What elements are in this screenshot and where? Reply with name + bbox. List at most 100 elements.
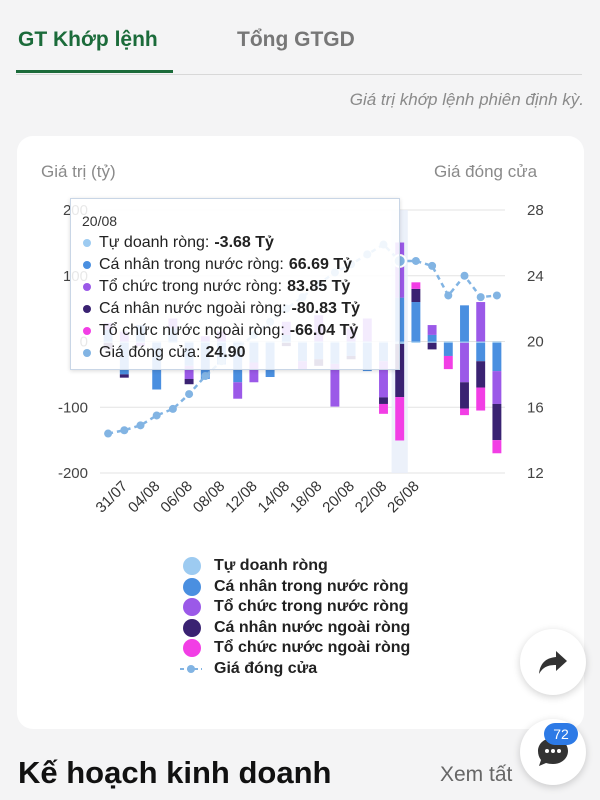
price-point — [104, 429, 113, 438]
tooltip-row-ca-nhan-trong-nuoc: Cá nhân trong nước ròng: 66.69 Tỷ — [83, 256, 352, 274]
active-tab-indicator — [16, 70, 173, 73]
x-tick-label: 31/07 — [93, 478, 132, 517]
y-right-tick-label: 12 — [527, 465, 544, 482]
share-icon — [539, 651, 567, 674]
x-tick-label: 14/08 — [255, 478, 294, 517]
chat-icon — [538, 738, 568, 766]
bar-segment — [395, 397, 405, 441]
bar-segment — [492, 403, 502, 441]
bar-segment — [233, 382, 243, 399]
bar-segment — [411, 341, 421, 343]
x-tick-label: 06/08 — [157, 478, 196, 517]
bar-segment — [492, 440, 502, 454]
right-axis-title: Giá đóng cửa — [434, 162, 538, 181]
price-point — [444, 291, 453, 300]
left-axis-title: Giá trị (tỷ) — [41, 162, 116, 181]
tooltip-row-to-chuc-trong-nuoc: Tổ chức trong nước ròng: 83.85 Tỷ — [83, 278, 350, 296]
bar-segment — [476, 387, 486, 411]
legend-marker — [183, 598, 201, 617]
y-left-tick-label: -200 — [58, 465, 88, 482]
tooltip-date: 20/08 — [82, 213, 118, 229]
price-point — [168, 404, 177, 413]
y-left-tick-label: -100 — [58, 399, 88, 416]
bar-segment — [443, 355, 453, 370]
chart-legend: Tự doanh ròng Cá nhân trong nước ròng Tổ… — [180, 556, 410, 680]
bar-segment — [476, 342, 486, 362]
chat-unread-badge: 72 — [544, 723, 578, 745]
share-button[interactable] — [520, 629, 586, 695]
bar-segment — [460, 341, 469, 343]
bar-segment — [443, 341, 453, 343]
bar-segment — [476, 302, 486, 342]
bar-segment — [460, 382, 469, 409]
x-tick-label: 04/08 — [125, 478, 164, 517]
legend-marker — [183, 639, 201, 658]
x-tick-label: 26/08 — [384, 478, 423, 517]
legend-line-marker — [180, 660, 202, 678]
price-point — [185, 390, 194, 399]
bar-segment — [379, 397, 388, 404]
price-point — [136, 421, 145, 430]
tab-bar: GT Khớp lệnh Tổng GTGD — [0, 0, 600, 78]
price-point — [152, 411, 161, 420]
bar-segment — [427, 342, 437, 350]
legend-item-ca-nhan-trong-nuoc[interactable]: Cá nhân trong nước ròng — [183, 577, 410, 598]
price-point — [428, 261, 437, 270]
bar-segment — [411, 288, 421, 303]
x-tick-label: 20/08 — [319, 478, 358, 517]
bar-segment — [476, 361, 486, 388]
x-tick-label: 22/08 — [352, 478, 391, 517]
legend-marker — [183, 577, 201, 596]
price-point — [492, 291, 501, 300]
tooltip-row-ca-nhan-nuoc-ngoai: Cá nhân nước ngoài ròng: -80.83 Tỷ — [83, 300, 360, 318]
price-point — [460, 271, 469, 280]
bar-segment — [443, 342, 453, 356]
bar-segment — [427, 341, 437, 343]
legend-item-tu-doanh[interactable]: Tự doanh ròng — [183, 556, 410, 577]
bar-segment — [395, 343, 405, 398]
legend-item-gia-dong-cua[interactable]: Giá đóng cửa — [180, 659, 410, 680]
y-right-tick-label: 24 — [527, 268, 544, 285]
bar-segment — [379, 403, 388, 414]
bar-segment — [427, 334, 437, 342]
legend-item-ca-nhan-nuoc-ngoai[interactable]: Cá nhân nước ngoài ròng — [183, 618, 410, 639]
bar-segment — [492, 341, 502, 343]
bar-segment — [411, 282, 421, 289]
bar-segment — [460, 305, 469, 342]
bar-segment — [460, 342, 469, 383]
x-tick-label: 08/08 — [190, 478, 229, 517]
price-point — [120, 426, 129, 435]
tab-tong-gtgd[interactable]: Tổng GTGD — [237, 28, 355, 51]
bar-segment — [184, 378, 194, 385]
bar-segment — [427, 325, 437, 335]
bar-segment — [460, 408, 469, 416]
bar-segment — [492, 342, 502, 372]
bar-segment — [411, 302, 421, 342]
legend-item-to-chuc-trong-nuoc[interactable]: Tổ chức trong nước ròng — [183, 597, 410, 618]
bar-segment — [119, 374, 129, 378]
chart-note: Giá trị khớp lệnh phiên định kỳ. — [349, 90, 584, 109]
tab-gt-khop-lenh[interactable]: GT Khớp lệnh — [18, 28, 158, 51]
section-title: Kế hoạch kinh doanh — [18, 755, 332, 790]
tooltip-row-tu-doanh: Tự doanh ròng: -3.68 Tỷ — [83, 234, 274, 252]
bar-segment — [249, 362, 259, 383]
price-point — [476, 293, 485, 302]
y-right-tick-label: 20 — [527, 334, 544, 351]
price-point — [411, 256, 420, 265]
price-point — [201, 372, 210, 381]
tab-divider — [16, 74, 582, 75]
bar-segment — [492, 371, 502, 404]
see-all-link[interactable]: Xem tất — [440, 763, 513, 786]
bar-segment — [379, 361, 388, 398]
x-tick-label: 18/08 — [287, 478, 326, 517]
tooltip-row-to-chuc-nuoc-ngoai: Tổ chức nước ngoài ròng: -66.04 Tỷ — [83, 322, 358, 340]
y-right-tick-label: 16 — [527, 399, 544, 416]
legend-marker — [183, 557, 201, 576]
bar-segment — [476, 341, 486, 343]
y-right-tick-label: 28 — [527, 202, 544, 219]
legend-item-to-chuc-nuoc-ngoai[interactable]: Tổ chức nước ngoài ròng — [183, 638, 410, 659]
tooltip-row-gia-dong-cua: Giá đóng cửa: 24.90 — [83, 344, 245, 362]
x-tick-label: 12/08 — [222, 478, 261, 517]
bar-segment — [330, 363, 340, 407]
chart-tooltip: 20/08 Tự doanh ròng: -3.68 Tỷ Cá nhân tro… — [70, 198, 400, 370]
